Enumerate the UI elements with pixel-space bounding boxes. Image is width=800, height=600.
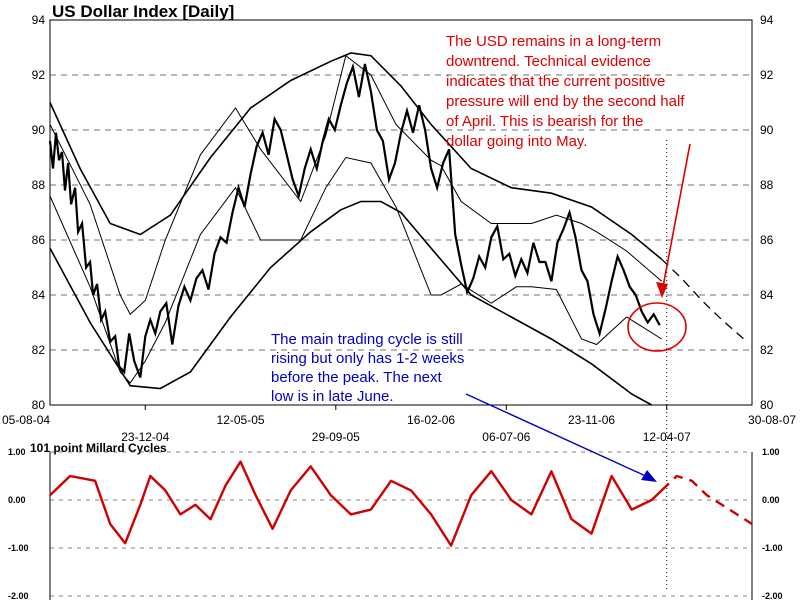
cycle-y-tick-label-right: 1.00 <box>762 447 780 457</box>
red-annotation-line: downtrend. Technical evidence <box>446 53 651 70</box>
price-y-ticks-left: 80 82 84 86 88 90 92 94 <box>32 13 46 412</box>
red-annotation-line: The USD remains in a long-term <box>446 33 661 50</box>
cycle-panel <box>49 452 753 600</box>
cycle-y-tick-label-right: -2.00 <box>762 591 783 600</box>
y-tick-label: 80 <box>32 398 46 412</box>
x-tick-label: 12-05-05 <box>217 413 265 427</box>
chart-title: US Dollar Index [Daily] <box>52 2 234 21</box>
red-arrow-head <box>656 282 668 298</box>
cycle-y-tick-label: -2.00 <box>8 591 29 600</box>
blue-annotation-line: rising but only has 1-2 weeks <box>271 350 464 367</box>
y-tick-label: 82 <box>32 343 46 357</box>
price-x-ticks: 05-08-04 12-05-05 16-02-06 23-11-06 30-08-07… <box>2 140 796 590</box>
blue-annotation-line: low is in late June. <box>271 388 394 405</box>
cycle-y-tick-label: 0.00 <box>8 495 26 505</box>
x-tick-label: 23-11-06 <box>568 413 615 427</box>
cycle-panel-title: 101 point Millard Cycles <box>30 441 167 455</box>
series-envelope-upper-forecast <box>661 258 748 343</box>
y-tick-label: 84 <box>32 288 46 302</box>
x-tick-label: 23-12-04 <box>121 430 169 444</box>
y-tick-label-right: 92 <box>760 68 774 82</box>
cycle-y-tick-label: 1.00 <box>8 447 26 457</box>
red-annotation-line: indicates that the current positive <box>446 73 665 90</box>
x-tick-label: 06-07-06 <box>482 430 530 444</box>
cycle-y-tick-label-right: 0.00 <box>762 495 780 505</box>
y-tick-label-right: 84 <box>760 288 774 302</box>
x-tick-label: 16-02-06 <box>407 413 455 427</box>
series-cycle-upper <box>49 54 663 316</box>
red-annotation-line: pressure will end by the second half <box>446 93 685 110</box>
blue-annotation-line: before the peak. The next <box>271 369 443 386</box>
red-annotation: The USD remains in a long-term downtrend.… <box>446 33 685 150</box>
annotations: The USD remains in a long-term downtrend.… <box>271 33 691 482</box>
y-tick-label: 92 <box>32 68 46 82</box>
y-tick-label-right: 94 <box>760 13 774 27</box>
cycle-series-actual <box>49 460 663 547</box>
price-panel <box>49 19 753 406</box>
cycle-series-forecast <box>660 474 753 526</box>
blue-arrow-line <box>465 393 651 479</box>
blue-arrow-head <box>641 470 657 482</box>
price-series <box>48 52 748 406</box>
red-annotation-line: dollar going into May. <box>446 133 587 150</box>
series-envelope-lower <box>49 200 653 406</box>
price-y-ticks-right: 80 82 84 86 88 90 92 94 <box>760 13 774 412</box>
y-tick-label: 94 <box>32 13 46 27</box>
y-tick-label-right: 86 <box>760 233 774 247</box>
red-arrow-line <box>661 143 691 293</box>
series-price <box>48 62 661 378</box>
x-tick-label: 05-08-04 <box>2 413 50 427</box>
y-tick-label-right: 82 <box>760 343 774 357</box>
price-frame <box>49 19 753 406</box>
y-tick-label: 88 <box>32 178 46 192</box>
x-tick-label: 30-08-07 <box>748 413 796 427</box>
red-ellipse <box>627 302 687 352</box>
cycle-y-ticks: 1.00 1.00 0.00 0.00 -1.00 -1.00 -2.00 -2.00 <box>8 447 783 600</box>
cycle-y-tick-label-right: -1.00 <box>762 543 783 553</box>
x-tick-label: 29-09-05 <box>312 430 360 444</box>
y-tick-label: 90 <box>32 123 46 137</box>
cycle-y-tick-label: -1.00 <box>8 543 29 553</box>
y-tick-label: 86 <box>32 233 46 247</box>
series-cycle-lower <box>49 156 662 384</box>
y-tick-label-right: 88 <box>760 178 774 192</box>
blue-annotation-line: The main trading cycle is still <box>271 331 463 348</box>
series-envelope-upper <box>49 52 663 260</box>
blue-annotation: The main trading cycle is still rising bu… <box>271 331 464 405</box>
cycle-series <box>49 460 753 547</box>
red-annotation-line: of April. This is bearish for the <box>446 113 643 130</box>
y-tick-label-right: 90 <box>760 123 774 137</box>
y-tick-label-right: 80 <box>760 398 774 412</box>
